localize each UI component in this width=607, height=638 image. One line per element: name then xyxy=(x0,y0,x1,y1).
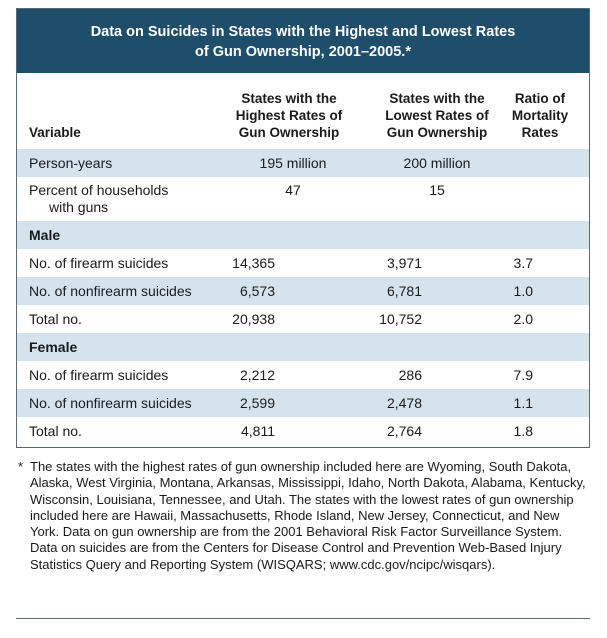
header-highest-line3: Gun Ownership xyxy=(238,125,340,140)
table-row: No. of nonfirearm suicides 6,573 6,781 1… xyxy=(17,277,589,305)
bottom-rule xyxy=(16,618,590,619)
data-table: Data on Suicides in States with the High… xyxy=(16,8,590,448)
header-highest-line1: States with the xyxy=(241,91,337,106)
row-label-line1: Percent of households xyxy=(29,182,169,198)
header-ratio-line2: Mortality xyxy=(511,108,569,123)
footnote: * The states with the highest rates of g… xyxy=(18,459,590,573)
cell-highest: 2,212 xyxy=(239,367,275,383)
cell-highest: 20,938 xyxy=(232,311,275,327)
cell-ratio: 1.8 xyxy=(513,423,533,439)
table-row: No. of nonfirearm suicides 2,599 2,478 1… xyxy=(17,389,589,417)
cell-lowest: 10,752 xyxy=(379,311,422,327)
section-label: Female xyxy=(29,339,78,355)
cell-lowest: 286 xyxy=(398,367,422,383)
section-label: Male xyxy=(29,227,61,243)
header-highest: States with the Highest Rates of Gun Own… xyxy=(209,90,369,141)
header-lowest-line3: Gun Ownership xyxy=(386,125,488,140)
header-variable: Variable xyxy=(29,125,81,140)
row-label: Total no. xyxy=(29,311,82,327)
header-highest-line2: Highest Rates of xyxy=(235,108,343,123)
table-row: No. of firearm suicides 2,212 286 7.9 xyxy=(17,361,589,389)
cell-lowest: 200 million xyxy=(403,155,471,171)
section-row-male: Male xyxy=(17,221,589,249)
cell-ratio: 1.0 xyxy=(513,283,533,299)
header-lowest-line2: Lowest Rates of xyxy=(385,108,489,123)
cell-lowest: 6,781 xyxy=(386,283,422,299)
table-row: Percent of households with guns 47 15 xyxy=(17,177,589,221)
cell-highest: 6,573 xyxy=(239,283,275,299)
header-ratio: Ratio of Mortality Rates xyxy=(497,90,583,141)
row-label: Total no. xyxy=(29,423,82,439)
cell-lowest: 3,971 xyxy=(386,255,422,271)
table-title-line2: of Gun Ownership, 2001–2005.* xyxy=(195,44,411,60)
header-ratio-line1: Ratio of xyxy=(514,91,566,106)
row-label-line2: with guns xyxy=(49,199,109,215)
row-label: No. of nonfirearm suicides xyxy=(29,283,192,299)
footnote-marker: * xyxy=(18,459,24,474)
cell-lowest: 2,764 xyxy=(386,423,422,439)
table-row: No. of firearm suicides 14,365 3,971 3.7 xyxy=(17,249,589,277)
header-ratio-line3: Rates xyxy=(521,125,559,140)
cell-ratio: 3.7 xyxy=(513,255,533,271)
table-row: Total no. 20,938 10,752 2.0 xyxy=(17,305,589,333)
row-label: No. of firearm suicides xyxy=(29,255,169,271)
cell-highest: 47 xyxy=(285,182,301,198)
header-lowest: States with the Lowest Rates of Gun Owne… xyxy=(357,90,517,141)
row-label: No. of nonfirearm suicides xyxy=(29,395,192,411)
row-label: Percent of households with guns xyxy=(29,182,168,216)
table-title-line1: Data on Suicides in States with the High… xyxy=(90,24,516,40)
column-headers: Variable States with the Highest Rates o… xyxy=(17,73,589,149)
cell-ratio: 2.0 xyxy=(513,311,533,327)
cell-highest: 14,365 xyxy=(232,255,275,271)
cell-ratio: 7.9 xyxy=(513,367,533,383)
table-row: Person-years 195 million 200 million xyxy=(17,149,589,177)
row-label: No. of firearm suicides xyxy=(29,367,169,383)
table-title: Data on Suicides in States with the High… xyxy=(17,9,589,73)
cell-ratio: 1.1 xyxy=(513,395,533,411)
cell-highest: 2,599 xyxy=(239,395,275,411)
cell-lowest: 15 xyxy=(429,182,445,198)
header-lowest-line1: States with the xyxy=(389,91,485,106)
row-label: Person-years xyxy=(29,155,113,171)
table-row: Total no. 4,811 2,764 1.8 xyxy=(17,417,589,445)
section-row-female: Female xyxy=(17,333,589,361)
footnote-text: The states with the highest rates of gun… xyxy=(30,459,586,572)
cell-highest: 4,811 xyxy=(241,423,275,439)
cell-highest: 195 million xyxy=(259,155,327,171)
cell-lowest: 2,478 xyxy=(386,395,422,411)
